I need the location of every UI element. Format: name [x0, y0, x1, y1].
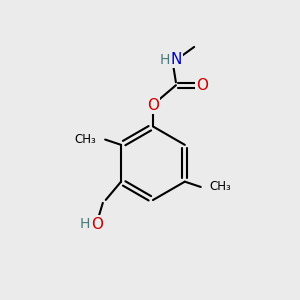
Text: H: H — [80, 217, 90, 231]
Text: O: O — [92, 217, 104, 232]
Text: O: O — [196, 78, 208, 93]
Text: O: O — [147, 98, 159, 113]
Text: CH₃: CH₃ — [210, 181, 231, 194]
Text: H: H — [160, 52, 170, 67]
Text: CH₃: CH₃ — [75, 133, 96, 146]
Text: N: N — [171, 52, 182, 67]
